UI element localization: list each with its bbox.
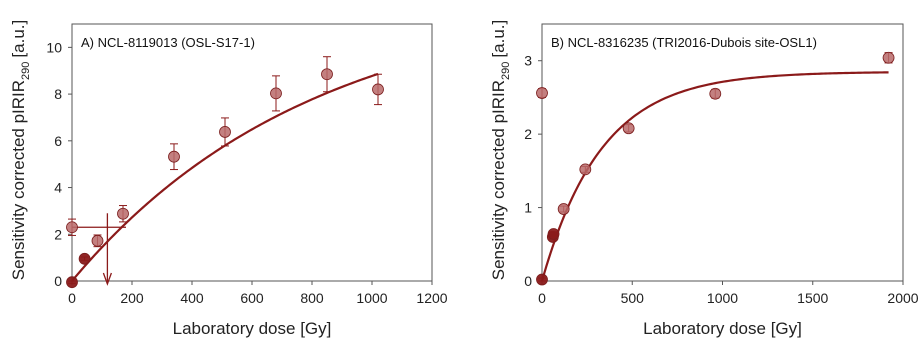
a-x-tick-label: 800: [300, 290, 324, 306]
b-x-tick-label: 1500: [797, 290, 828, 306]
b-data-point: [536, 273, 548, 286]
b-y-axis-title-main: Sensitivity corrected pIRIR: [489, 80, 508, 280]
a-data-point: [66, 221, 78, 234]
a-y-axis-title-sub: 290: [20, 62, 32, 80]
b-x-tick-label: 0: [538, 290, 546, 306]
b-panel-title: B) NCL-8316235 (TRI2016-Dubois site-OSL1…: [551, 35, 817, 50]
a-plot-frame: [71, 23, 433, 282]
b-data-point: [622, 122, 635, 135]
b-y-axis-title: Sensitivity corrected pIRIR290 [a.u.]: [489, 20, 512, 280]
b-data-point: [536, 87, 548, 99]
a-x-tick-label: 1200: [416, 290, 447, 306]
b-y-axis-title-unit: [a.u.]: [489, 20, 508, 58]
b-y-tick-label: 1: [524, 200, 532, 216]
a-y-tick-label: 4: [54, 180, 62, 196]
b-x-tick-label: 1000: [707, 290, 738, 306]
a-y-tick-label: 2: [54, 226, 62, 242]
a-y-tick-label: 0: [54, 273, 62, 289]
a-data-point: [66, 276, 78, 289]
b-data-point: [579, 163, 592, 176]
panel-b-chart: 0 500 1000 1500 2000 0 1 2 3 Laboratory dose [Gy]…: [489, 20, 919, 338]
a-data-point: [270, 87, 282, 100]
a-de-arrow-head: [102, 272, 113, 286]
b-y-tick-label: 2: [524, 126, 532, 142]
b-y-axis-title-sub: 290: [500, 62, 512, 80]
a-y-tick-label: 10: [46, 39, 62, 55]
b-x-tick-label: 500: [621, 290, 645, 306]
a-data-point: [91, 234, 104, 247]
b-y-tick-label: 0: [524, 273, 532, 289]
a-y-tick-label: 6: [54, 133, 62, 149]
b-data-point: [882, 51, 895, 64]
a-x-tick-label: 1000: [356, 290, 387, 306]
a-y-tick-label: 8: [54, 86, 62, 102]
b-plot-frame: [541, 23, 904, 282]
a-data-point: [321, 68, 333, 81]
a-data-point: [117, 207, 129, 220]
a-x-tick-label: 0: [68, 290, 76, 306]
a-y-axis-title: Sensitivity corrected pIRIR290 [a.u.]: [9, 20, 32, 280]
a-x-tick-label: 600: [240, 290, 264, 306]
a-fit-curve: [71, 72, 379, 282]
b-data-point: [709, 87, 722, 100]
a-x-axis-title: Laboratory dose [Gy]: [173, 319, 332, 338]
a-y-axis-title-main: Sensitivity corrected pIRIR: [9, 80, 28, 280]
b-x-tick-label: 2000: [887, 290, 918, 306]
a-data-point: [372, 83, 384, 96]
a-panel-title: A) NCL-8119013 (OSL-S17-1): [81, 35, 255, 50]
a-data-point: [219, 126, 231, 138]
a-x-tick-label: 400: [180, 290, 204, 306]
b-data-point: [557, 203, 570, 215]
a-data-point: [168, 150, 180, 163]
b-fit-curve: [540, 71, 889, 282]
b-x-axis-title: Laboratory dose [Gy]: [643, 319, 802, 338]
a-x-tick-label: 200: [120, 290, 144, 306]
b-y-tick-label: 3: [524, 53, 532, 69]
b-data-point: [547, 228, 560, 240]
a-data-point: [78, 252, 91, 265]
panel-a-chart: 0 200 400 600 800 1000 1200 0 2 4 6 8 10 Laboratory d…: [9, 20, 448, 338]
a-y-axis-title-unit: [a.u.]: [9, 20, 28, 58]
